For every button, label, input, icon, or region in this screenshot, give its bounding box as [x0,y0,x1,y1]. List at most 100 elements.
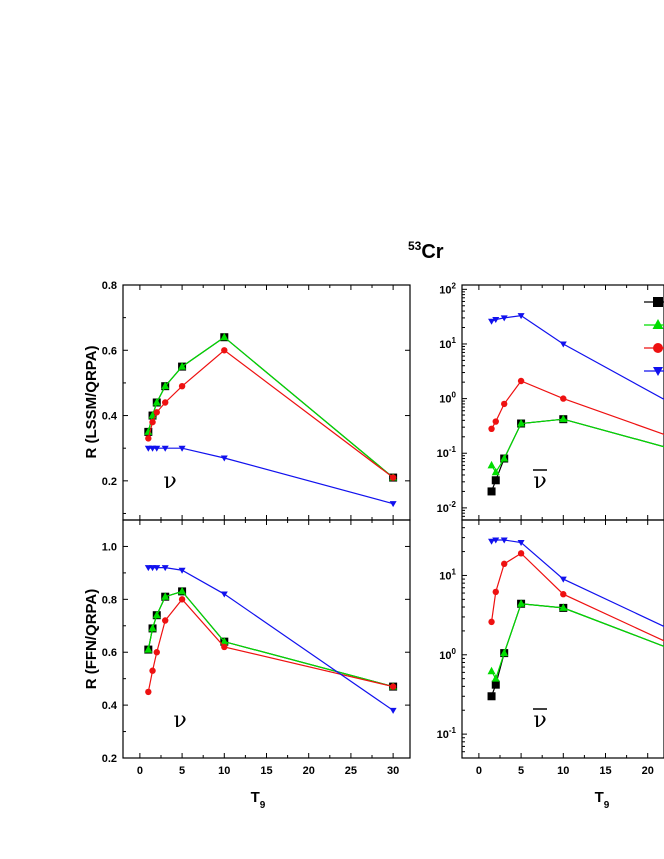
y-tick-label: 0.4 [102,411,118,423]
series-line-red [147,598,394,693]
y-tick-label: 10-1 [437,445,457,460]
x-tick-label: 25 [345,765,357,777]
marker-square [487,692,496,701]
series-line-green [147,336,394,479]
panels-group: 0.20.40.60.8R (LSSM/QRPA)ν10-210-1100101… [83,280,664,811]
x-axis-label-subscript: 9 [260,800,266,811]
figure-title-superscript: 53 [408,239,422,253]
y-tick-label: 101 [439,567,456,582]
marker-triangle [161,381,170,390]
series-group [144,332,398,508]
marker-triangle-down [220,455,228,462]
marker-triangle [487,666,496,675]
y-tick-label: 0.6 [102,345,117,357]
panel-annotation: ν [163,469,176,494]
marker-circle [153,649,160,656]
marker-circle [178,596,186,603]
marker-circle [492,418,499,425]
marker-triangle [152,398,161,406]
series-group [487,537,664,701]
x-tick-label: 20 [642,765,654,777]
marker-triangle [500,648,509,657]
series-line-black [490,603,664,697]
marker-circle [178,382,186,390]
series-line-green [491,603,664,681]
marker-triangle [500,454,509,462]
marker-triangle-down [389,501,397,508]
y-tick-label: 1.0 [102,541,117,553]
y-tick-label: 100 [439,647,456,662]
panel-annotation: ν [533,708,546,733]
series-line-green [147,590,394,688]
marker-square [487,487,496,496]
marker-triangle-down [161,565,169,572]
y-tick-label: 10-2 [437,500,457,515]
y-tick-label: 102 [439,281,456,296]
marker-triangle-down [517,313,525,320]
marker-circle [389,474,397,481]
series-line-black [147,590,394,688]
x-tick-label: 20 [303,765,315,777]
marker-circle [221,643,228,651]
marker-triangle [148,623,157,632]
x-tick-label: 5 [518,765,524,777]
figure-title: 53Cr [408,239,444,263]
panel-frame [122,519,411,759]
marker-circle [560,591,567,598]
marker-triangle-down [492,537,500,544]
marker-triangle [559,603,568,611]
marker-triangle [178,586,187,595]
y-tick-label: 101 [439,336,456,351]
marker-triangle-down [389,707,397,714]
series-line-black [147,336,394,479]
panel-1: 0.2 0.4 0.6 0.8 R (LSSM/QRPA) ν [83,280,411,521]
y-tick-label: 10-1 [437,726,457,741]
y-tick-exponent: -1 [449,726,457,735]
series-line-blue [491,315,664,401]
marker-square [491,680,500,689]
legend [644,297,664,376]
legend-marker [653,343,663,353]
marker-circle [162,617,169,624]
marker-circle [153,409,160,416]
marker-circle [149,667,156,674]
panel-annotation: ν [533,469,546,494]
figure-title-main: Cr [421,241,443,263]
series-group [144,565,398,714]
y-axis-label: R (LSSM/QRPA) [83,345,100,458]
panel-annotation: ν [173,708,186,733]
marker-triangle [144,645,153,653]
panel-3: 0 5 10 15 20 25 30 0.2 0.4 0.6 0.8 1.0 R (FFN/QRPA) T… [83,519,411,811]
marker-triangle-down [559,576,567,583]
y-tick-exponent: 1 [452,336,457,345]
y-tick-exponent: 0 [452,391,457,400]
panel-frame [461,519,664,759]
y-tick-label: 0.6 [102,647,117,659]
marker-circle [501,400,508,408]
x-tick-label: 0 [476,765,482,777]
x-tick-label: 10 [218,765,230,777]
marker-circle [492,588,499,596]
marker-triangle-down [153,565,161,572]
legend-marker [652,319,664,329]
y-tick-exponent: 0 [452,647,457,656]
y-tick-label: 0.4 [102,700,118,712]
marker-circle [389,683,397,690]
x-tick-label: 15 [260,765,272,777]
y-tick-exponent: 1 [452,567,457,576]
marker-circle [488,618,495,626]
y-tick-label: 0.8 [102,594,117,606]
x-axis-label: T9 [595,789,610,811]
marker-triangle [161,592,170,600]
marker-triangle [178,362,187,370]
y-tick-label: 0.8 [102,280,117,292]
marker-triangle [559,414,568,423]
x-tick-label: 10 [557,765,569,777]
marker-circle [501,560,508,568]
series-line-red [490,552,664,642]
y-axis-label: R (FFN/QRPA) [83,589,100,690]
marker-triangle [491,674,500,682]
marker-triangle-down [178,445,186,452]
